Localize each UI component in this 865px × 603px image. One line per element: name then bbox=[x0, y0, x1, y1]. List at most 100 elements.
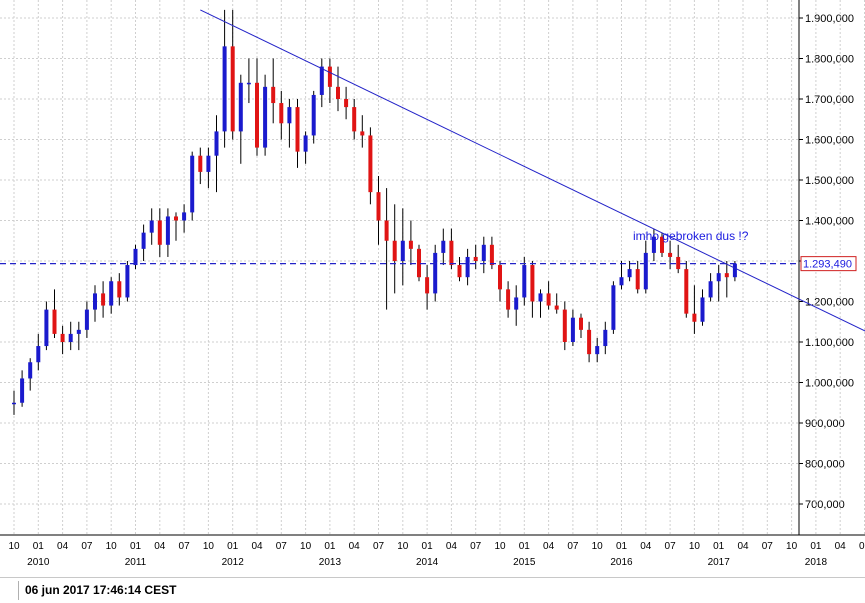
y-tick-label: 1.400,000 bbox=[805, 216, 854, 228]
candle-body bbox=[692, 313, 697, 322]
candle-body bbox=[28, 362, 33, 379]
candle-body bbox=[481, 244, 486, 261]
candle-body bbox=[514, 297, 519, 310]
candle-body bbox=[538, 293, 543, 302]
x-tick-label: 07 bbox=[179, 541, 191, 552]
x-tick-label: 01 bbox=[810, 541, 822, 552]
y-tick-label: 800,000 bbox=[805, 459, 845, 471]
year-label: 2015 bbox=[513, 557, 536, 568]
x-tick-label: 10 bbox=[300, 541, 312, 552]
candle-body bbox=[506, 289, 511, 310]
y-tick-label: 1.900,000 bbox=[805, 13, 854, 25]
x-tick-label: 07 bbox=[276, 541, 288, 552]
candle-body bbox=[619, 277, 624, 286]
candle-body bbox=[157, 220, 162, 245]
candle-body bbox=[68, 333, 73, 342]
candle-body bbox=[449, 240, 454, 266]
candle-body bbox=[716, 273, 721, 282]
year-label: 2014 bbox=[416, 557, 439, 568]
candle-body bbox=[109, 281, 114, 306]
x-tick-label: 10 bbox=[397, 541, 409, 552]
candle-body bbox=[635, 269, 640, 290]
chart-annotation: imho gebroken dus !? bbox=[633, 229, 749, 243]
candle-body bbox=[319, 66, 324, 95]
candle-body bbox=[392, 240, 397, 261]
x-tick-label: 04 bbox=[154, 541, 166, 552]
candle-body bbox=[465, 256, 470, 278]
candle-body bbox=[457, 265, 462, 278]
year-label: 2018 bbox=[805, 557, 828, 568]
year-label: 2011 bbox=[125, 557, 147, 568]
candle-body bbox=[352, 107, 357, 132]
x-tick-label: 10 bbox=[203, 541, 215, 552]
candle-body bbox=[595, 346, 600, 355]
candle-body bbox=[676, 256, 681, 270]
x-tick-label: 04 bbox=[543, 541, 555, 552]
candle-body bbox=[336, 86, 340, 99]
y-tick-label: 1.600,000 bbox=[805, 135, 854, 147]
candle-body bbox=[174, 216, 178, 221]
candle-body bbox=[368, 135, 373, 193]
status-bar: 06 jun 2017 17:46:14 CEST bbox=[0, 577, 865, 603]
x-tick-label: 04 bbox=[349, 541, 361, 552]
x-tick-label: 10 bbox=[106, 541, 118, 552]
candle-body bbox=[570, 317, 575, 342]
candle-body bbox=[165, 216, 170, 245]
candle-body bbox=[44, 309, 49, 347]
candle-body bbox=[417, 248, 421, 278]
candle-body bbox=[360, 131, 365, 136]
x-tick-label: 07 bbox=[859, 541, 865, 552]
status-separator bbox=[18, 581, 19, 600]
candle-body bbox=[20, 378, 25, 403]
x-tick-label: 07 bbox=[373, 541, 385, 552]
year-label: 2010 bbox=[27, 557, 50, 568]
candle-body bbox=[425, 277, 430, 294]
candle-body bbox=[12, 402, 16, 405]
candle-body bbox=[141, 232, 146, 249]
candle-body bbox=[384, 220, 389, 241]
candle-body bbox=[271, 86, 276, 104]
candle-body bbox=[263, 86, 268, 148]
candle-body bbox=[489, 244, 494, 266]
candle-body bbox=[684, 269, 689, 314]
candle-body bbox=[93, 293, 97, 310]
x-tick-label: 10 bbox=[689, 541, 701, 552]
x-tick-label: 10 bbox=[592, 541, 604, 552]
trendline bbox=[200, 9, 865, 332]
candle-body bbox=[530, 265, 535, 302]
x-tick-label: 01 bbox=[616, 541, 628, 552]
candle-body bbox=[660, 236, 664, 253]
x-tick-label: 01 bbox=[130, 541, 142, 552]
candle-body bbox=[473, 256, 478, 261]
x-tick-label: 01 bbox=[324, 541, 336, 552]
candle-body bbox=[117, 281, 122, 298]
candle-body bbox=[344, 99, 349, 108]
candle-body bbox=[125, 265, 130, 298]
candle-body bbox=[287, 107, 292, 124]
candle-body bbox=[732, 263, 737, 278]
year-label: 2012 bbox=[222, 557, 245, 568]
candle-body bbox=[498, 265, 502, 290]
x-tick-label: 04 bbox=[446, 541, 458, 552]
x-tick-label: 04 bbox=[251, 541, 263, 552]
x-tick-label: 04 bbox=[640, 541, 652, 552]
candle-body bbox=[708, 281, 713, 298]
y-tick-label: 1.500,000 bbox=[805, 175, 854, 187]
y-tick-label: 1.100,000 bbox=[805, 337, 854, 349]
candle-body bbox=[562, 309, 567, 342]
x-tick-label: 07 bbox=[665, 541, 677, 552]
candle-body bbox=[52, 309, 57, 334]
candle-body bbox=[627, 269, 632, 278]
year-label: 2016 bbox=[610, 557, 633, 568]
y-tick-label: 1.000,000 bbox=[805, 378, 854, 390]
candle-body bbox=[700, 297, 705, 322]
x-tick-label: 07 bbox=[567, 541, 579, 552]
candle-body bbox=[190, 155, 195, 213]
x-tick-label: 10 bbox=[786, 541, 798, 552]
y-tick-label: 1.700,000 bbox=[805, 94, 854, 106]
y-tick-label: 900,000 bbox=[805, 418, 845, 430]
candle-body bbox=[279, 103, 284, 124]
x-tick-label: 04 bbox=[835, 541, 847, 552]
x-tick-label: 04 bbox=[737, 541, 749, 552]
candle-body bbox=[579, 317, 583, 330]
